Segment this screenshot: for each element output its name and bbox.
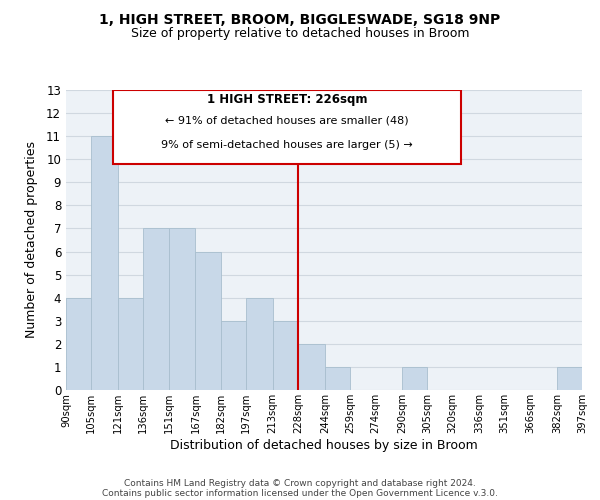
- Bar: [169, 228, 196, 390]
- FancyBboxPatch shape: [113, 90, 461, 164]
- X-axis label: Distribution of detached houses by size in Broom: Distribution of detached houses by size …: [170, 438, 478, 452]
- Y-axis label: Number of detached properties: Number of detached properties: [25, 142, 38, 338]
- Text: 9% of semi-detached houses are larger (5) →: 9% of semi-detached houses are larger (5…: [161, 140, 413, 149]
- Text: Contains public sector information licensed under the Open Government Licence v.: Contains public sector information licen…: [102, 488, 498, 498]
- Bar: [66, 298, 91, 390]
- Text: Contains HM Land Registry data © Crown copyright and database right 2024.: Contains HM Land Registry data © Crown c…: [124, 478, 476, 488]
- Bar: [91, 136, 118, 390]
- Bar: [325, 367, 350, 390]
- Bar: [402, 367, 427, 390]
- Bar: [246, 298, 273, 390]
- Text: 1, HIGH STREET, BROOM, BIGGLESWADE, SG18 9NP: 1, HIGH STREET, BROOM, BIGGLESWADE, SG18…: [100, 12, 500, 26]
- Bar: [557, 367, 582, 390]
- Bar: [143, 228, 169, 390]
- Bar: [298, 344, 325, 390]
- Bar: [221, 321, 246, 390]
- Bar: [196, 252, 221, 390]
- Text: Size of property relative to detached houses in Broom: Size of property relative to detached ho…: [131, 28, 469, 40]
- Bar: [118, 298, 143, 390]
- Bar: [273, 321, 298, 390]
- Text: ← 91% of detached houses are smaller (48): ← 91% of detached houses are smaller (48…: [165, 116, 409, 126]
- Text: 1 HIGH STREET: 226sqm: 1 HIGH STREET: 226sqm: [207, 93, 367, 106]
